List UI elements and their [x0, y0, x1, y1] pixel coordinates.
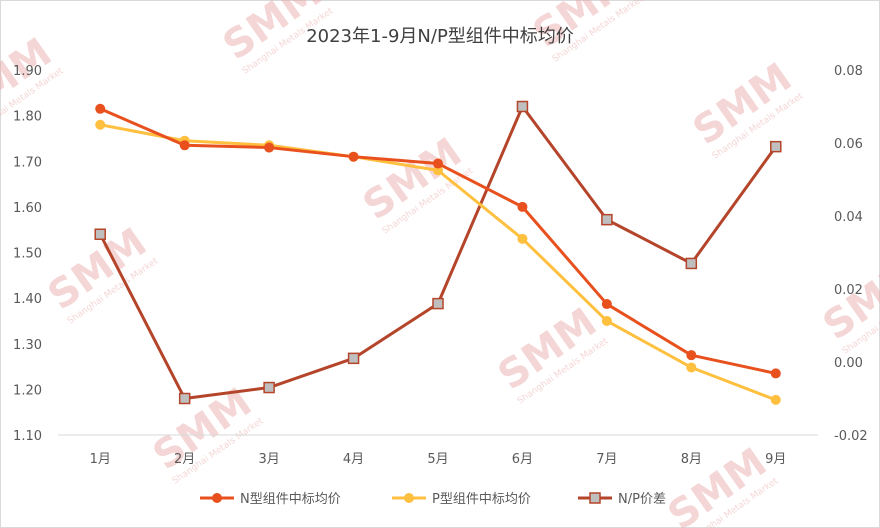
legend-item: N型组件中标均价 [200, 492, 341, 507]
y-left-tick-label: 1.50 [13, 247, 42, 262]
legend-marker [404, 493, 414, 503]
y-right-tick-label: -0.02 [834, 429, 868, 444]
data-point [601, 315, 612, 326]
legend-label: N型组件中标均价 [240, 492, 341, 507]
series-layer [94, 100, 782, 405]
y-right-tick-label: 0.08 [834, 64, 863, 79]
data-point [179, 140, 190, 151]
y-right-tick-label: 0.04 [834, 210, 863, 225]
y-right-tick-label: 0.06 [834, 137, 863, 152]
y-left-tick-label: 1.20 [13, 383, 42, 398]
x-tick-label: 9月 [765, 452, 786, 467]
data-point [432, 297, 444, 310]
legend: N型组件中标均价 P型组件中标均价 N/P价差 [200, 492, 666, 507]
data-point [433, 165, 443, 176]
data-point [686, 350, 697, 361]
y-left-tick-label: 1.70 [13, 155, 42, 170]
data-point [263, 381, 275, 394]
data-point [601, 299, 612, 310]
y-left-tick-label: 1.90 [13, 64, 42, 79]
x-tick-label: 6月 [512, 452, 533, 467]
y-left-tick-label: 1.40 [13, 292, 42, 307]
data-point [770, 394, 781, 405]
y-right-tick-label: 0.00 [834, 356, 863, 371]
x-tick-label: 5月 [427, 452, 448, 467]
data-point [517, 201, 528, 212]
data-point [770, 368, 781, 379]
legend-label: N/P价差 [618, 492, 666, 507]
x-tick-label: 4月 [343, 452, 364, 467]
data-point [264, 142, 275, 153]
y-left-tick-label: 1.30 [13, 338, 42, 353]
data-point [433, 158, 443, 169]
legend-label: P型组件中标均价 [432, 492, 531, 507]
data-point [348, 151, 359, 162]
axes: 1.10 1.20 1.30 1.40 1.50 1.60 1.70 1.80 1.90 -0.0… [13, 64, 868, 467]
y-left-tick-label: 1.80 [13, 110, 42, 125]
legend-marker [589, 492, 601, 504]
x-tick-label: 3月 [258, 452, 279, 467]
data-point [178, 392, 191, 405]
x-tick-label: 1月 [90, 452, 111, 467]
data-point [770, 140, 782, 153]
chart-title: 2023年1-9月N/P型组件中标均价 [306, 26, 574, 47]
watermark-logo: SMM [660, 439, 775, 528]
data-point [95, 103, 106, 114]
data-point [517, 233, 528, 244]
legend-marker [212, 493, 222, 503]
series-2 [94, 100, 782, 405]
y-right-tick-label: 0.02 [834, 283, 863, 298]
x-tick-label: 2月 [174, 452, 195, 467]
legend-item: N/P价差 [578, 492, 666, 507]
series-0 [95, 103, 781, 379]
x-tick-label: 8月 [681, 452, 702, 467]
y-left-tick-label: 1.60 [13, 201, 42, 216]
y-left-tick-label: 1.10 [13, 429, 42, 444]
x-tick-label: 7月 [596, 452, 617, 467]
data-point [95, 119, 106, 130]
data-point [601, 213, 613, 226]
series-1 [95, 119, 781, 405]
data-point [94, 228, 106, 240]
legend-item: P型组件中标均价 [392, 492, 531, 507]
data-point [686, 362, 697, 373]
data-point [685, 257, 698, 270]
data-point [516, 100, 529, 113]
data-point [347, 352, 360, 365]
